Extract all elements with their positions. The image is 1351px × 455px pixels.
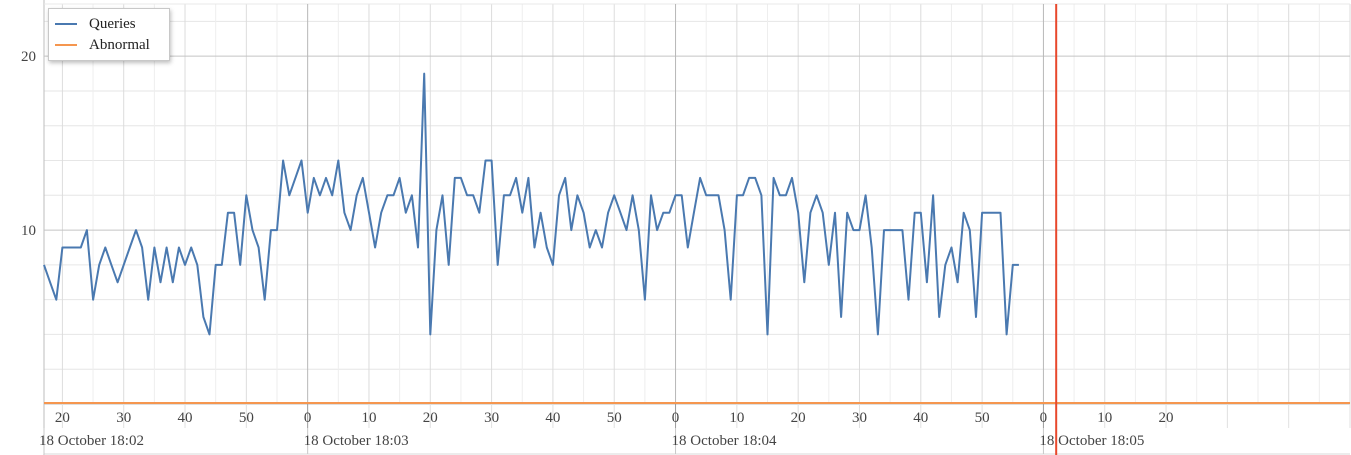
x-tick-label: 10 [1097, 410, 1112, 426]
series-layer [43, 72, 1350, 404]
x-axis-dates: 18 October 18:02 18 October 18:03 18 Octob… [39, 428, 1144, 454]
x-tick-label: 50 [239, 410, 254, 426]
x-date-label: 18 October 18:03 [304, 433, 409, 449]
x-tick-label: 30 [852, 410, 867, 426]
x-tick-label: 10 [361, 410, 376, 426]
x-date-label: 18 October 18:04 [672, 433, 777, 449]
legend-label-queries: Queries [89, 15, 136, 32]
legend-item-abnormal[interactable]: Abnormal [55, 35, 150, 55]
x-tick-label: 20 [791, 410, 806, 426]
legend-swatch-queries [55, 23, 77, 25]
x-tick-label: 20 [55, 410, 70, 426]
x-tick-label: 20 [423, 410, 438, 426]
y-tick-label: 10 [21, 223, 36, 239]
series-line-queries [43, 72, 1019, 336]
x-tick-label: 0 [672, 410, 680, 426]
y-axis-ticks: 10 20 [21, 49, 36, 239]
x-tick-label: 0 [1040, 410, 1048, 426]
legend: Queries Abnormal [48, 8, 170, 61]
x-tick-label: 40 [178, 410, 193, 426]
grid-major [43, 0, 1350, 455]
x-tick-label: 30 [484, 410, 499, 426]
x-tick-label: 40 [545, 410, 560, 426]
x-tick-label: 30 [116, 410, 131, 426]
legend-swatch-abnormal [55, 44, 77, 46]
y-tick-label: 20 [21, 49, 36, 65]
x-date-label: 18 October 18:05 [1039, 433, 1144, 449]
x-tick-label: 10 [729, 410, 744, 426]
x-date-label: 18 October 18:02 [39, 433, 144, 449]
x-tick-label: 50 [607, 410, 622, 426]
grid-minor [44, 4, 1351, 404]
legend-label-abnormal: Abnormal [89, 36, 150, 53]
x-axis-ticks: 20 30 40 50 0 10 20 30 40 50 0 10 20 30 40 50 0 10 20 [55, 404, 1351, 428]
x-tick-label: 50 [975, 410, 990, 426]
x-tick-label: 20 [1159, 410, 1174, 426]
legend-item-queries[interactable]: Queries [55, 14, 136, 34]
x-tick-label: 40 [913, 410, 928, 426]
x-tick-label: 0 [304, 410, 312, 426]
